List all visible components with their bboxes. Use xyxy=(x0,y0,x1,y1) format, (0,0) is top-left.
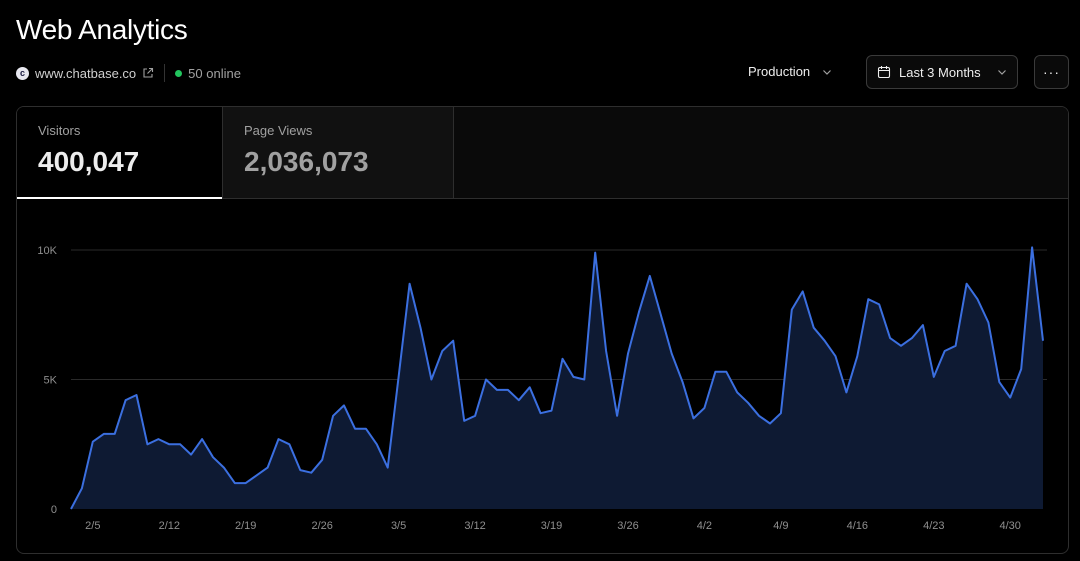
online-count: 50 online xyxy=(188,65,241,81)
date-range-select[interactable]: Last 3 Months xyxy=(866,55,1018,89)
x-tick-label: 2/12 xyxy=(159,520,180,532)
meta-divider xyxy=(164,64,166,82)
tab-visitors-value: 400,047 xyxy=(38,146,140,177)
x-tick-label: 3/19 xyxy=(541,520,562,532)
external-link-icon[interactable] xyxy=(142,67,154,79)
tab-visitors-label: Visitors xyxy=(38,123,81,138)
online-dot xyxy=(175,69,183,77)
x-tick-label: 3/12 xyxy=(464,520,485,532)
more-button[interactable]: ··· xyxy=(1034,55,1069,89)
x-tick-label: 2/26 xyxy=(311,520,332,532)
tab-visitors[interactable]: Visitors 400,047 xyxy=(17,107,223,199)
tab-page-views-label: Page Views xyxy=(244,123,313,138)
analytics-card: Visitors 400,047 Page Views 2,036,073 0 5… xyxy=(16,106,1069,554)
x-tick-label: 4/2 xyxy=(697,520,712,532)
x-tick-label: 4/30 xyxy=(999,520,1020,532)
x-tick-label: 2/5 xyxy=(85,520,100,532)
x-tick-label: 4/16 xyxy=(847,520,868,532)
y-tick-label: 10K xyxy=(37,245,57,257)
environment-select[interactable]: Production xyxy=(748,64,832,79)
site-link[interactable]: www.chatbase.co xyxy=(35,65,137,81)
environment-label: Production xyxy=(748,64,811,79)
calendar-icon xyxy=(877,66,891,79)
x-tick-label: 3/5 xyxy=(391,520,406,532)
x-tick-label: 4/9 xyxy=(773,520,788,532)
site-meta: c www.chatbase.co 50 online xyxy=(16,64,241,82)
visitors-chart[interactable]: 0 5K 10K 2/5 2/12 2/19 2/26 3/5 3/12 3/19 3/26 4/2 4… xyxy=(17,107,1068,554)
x-tick-label: 2/19 xyxy=(235,520,256,532)
y-tick-label: 5K xyxy=(44,375,58,387)
chevron-down-icon xyxy=(998,70,1006,75)
chevron-down-icon xyxy=(823,69,832,75)
area-fill xyxy=(71,247,1043,509)
site-logo: c xyxy=(16,66,29,80)
date-range-label: Last 3 Months xyxy=(899,64,981,80)
x-tick-label: 4/23 xyxy=(923,520,944,532)
page-title: Web Analytics xyxy=(16,14,188,45)
metric-tabs: Visitors 400,047 Page Views 2,036,073 xyxy=(17,107,1068,199)
x-tick-label: 3/26 xyxy=(617,520,638,532)
series-line xyxy=(70,246,1044,510)
tab-page-views[interactable]: Page Views 2,036,073 xyxy=(223,107,454,198)
more-icon: ··· xyxy=(1043,64,1060,80)
tabs-filler xyxy=(454,107,1068,198)
tab-page-views-value: 2,036,073 xyxy=(244,146,369,177)
y-tick-label: 0 xyxy=(51,504,57,516)
